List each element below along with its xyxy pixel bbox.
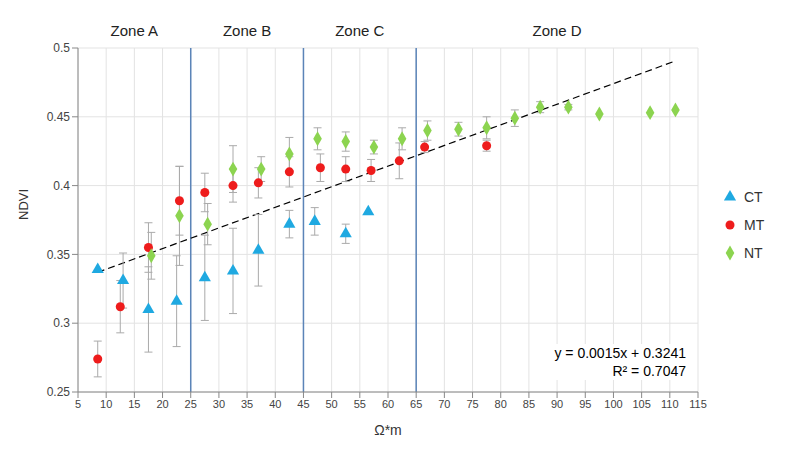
svg-text:25: 25 (185, 398, 197, 410)
svg-text:80: 80 (495, 398, 507, 410)
html-text:NT: NT (744, 245, 763, 261)
svg-text:45: 45 (297, 398, 309, 410)
html-text:MT: MT (744, 217, 765, 233)
svg-text:20: 20 (156, 398, 168, 410)
svg-text:Zone D: Zone D (532, 22, 581, 39)
svg-text:0.45: 0.45 (47, 110, 71, 124)
svg-text:60: 60 (382, 398, 394, 410)
svg-text:Zone B: Zone B (223, 22, 271, 39)
svg-text:10: 10 (100, 398, 112, 410)
svg-text:110: 110 (661, 398, 679, 410)
svg-text:NDVI: NDVI (16, 189, 31, 220)
svg-text:65: 65 (410, 398, 422, 410)
svg-text:55: 55 (354, 398, 366, 410)
html-text:R² = 0.7047: R² = 0.7047 (612, 363, 686, 379)
svg-text:0.35: 0.35 (47, 248, 71, 262)
svg-text:105: 105 (632, 398, 650, 410)
svg-text:30: 30 (213, 398, 225, 410)
svg-text:50: 50 (326, 398, 338, 410)
svg-text:40: 40 (269, 398, 281, 410)
html-text:CT: CT (744, 189, 763, 205)
svg-text:75: 75 (466, 398, 478, 410)
svg-text:0.5: 0.5 (53, 41, 70, 55)
svg-text:Zone A: Zone A (111, 22, 159, 39)
html-text:y = 0.0015x + 0.3241: y = 0.0015x + 0.3241 (554, 345, 686, 361)
svg-text:15: 15 (128, 398, 140, 410)
svg-text:95: 95 (579, 398, 591, 410)
svg-text:0.25: 0.25 (47, 385, 71, 399)
svg-text:115: 115 (689, 398, 707, 410)
svg-text:90: 90 (551, 398, 563, 410)
svg-text:85: 85 (523, 398, 535, 410)
svg-text:Zone C: Zone C (335, 22, 384, 39)
svg-text:100: 100 (604, 398, 622, 410)
svg-text:70: 70 (438, 398, 450, 410)
svg-text:0.4: 0.4 (53, 179, 70, 193)
svg-text:35: 35 (241, 398, 253, 410)
svg-text:0.3: 0.3 (53, 316, 70, 330)
svg-text:5: 5 (75, 398, 81, 410)
svg-text:Ω*m: Ω*m (374, 422, 402, 438)
